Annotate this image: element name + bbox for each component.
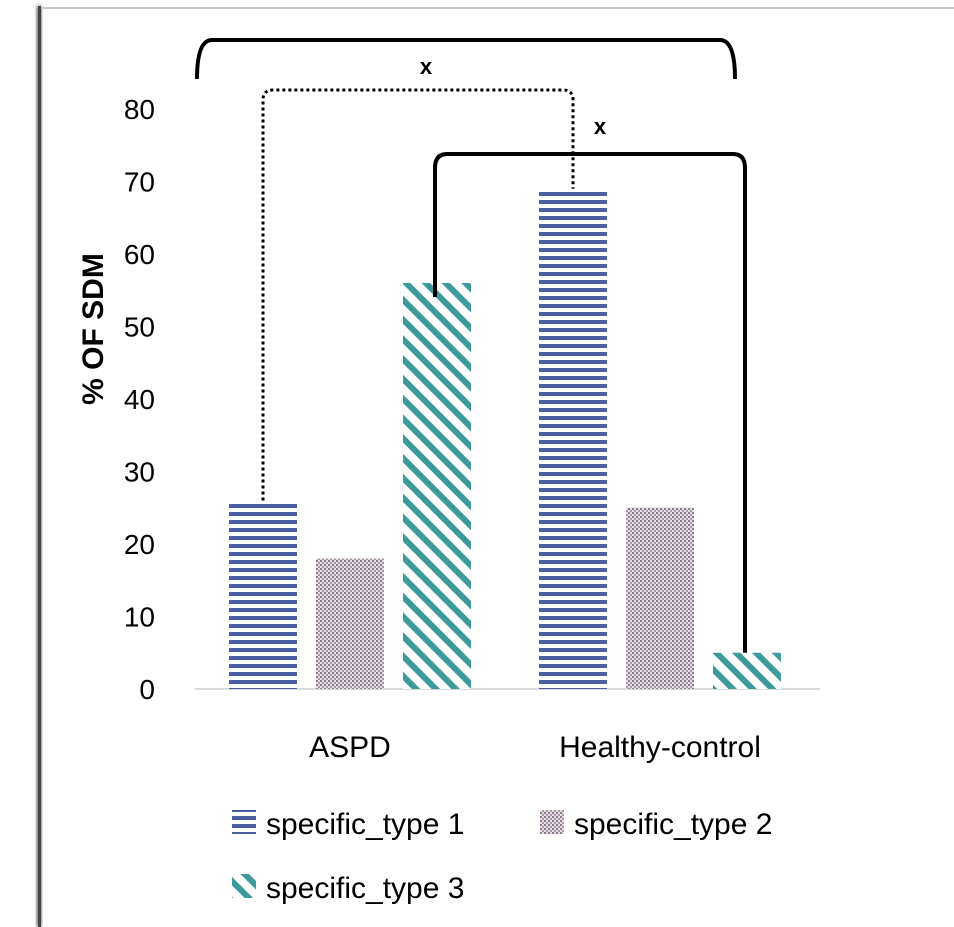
bar xyxy=(626,507,694,689)
y-tick-label: 60 xyxy=(124,239,155,270)
bar xyxy=(713,652,781,689)
bar xyxy=(229,500,297,689)
y-tick-label: 40 xyxy=(124,384,155,415)
y-tick-label: 30 xyxy=(124,457,155,488)
y-tick-label: 70 xyxy=(124,167,155,198)
y-tick-label: 0 xyxy=(139,674,155,705)
legend-swatch xyxy=(540,810,564,834)
legend-swatch xyxy=(232,810,256,834)
bar xyxy=(403,283,471,689)
x-tick-label: ASPD xyxy=(309,731,391,764)
legend-label: specific_type 1 xyxy=(266,808,464,841)
bracket-solid xyxy=(433,152,747,653)
legend-label: specific_type 2 xyxy=(574,808,772,841)
bracket-overall xyxy=(195,38,737,80)
y-tick-label: 80 xyxy=(124,94,155,125)
bar xyxy=(539,188,607,689)
annotation-label: x xyxy=(594,114,607,139)
y-tick-label: 50 xyxy=(124,312,155,343)
y-tick-label: 10 xyxy=(124,602,155,633)
y-axis-label: % OF SDM xyxy=(77,253,110,405)
y-tick-label: 20 xyxy=(124,529,155,560)
annotation-label: x xyxy=(420,54,433,79)
legend-label: specific_type 3 xyxy=(266,872,464,905)
bar xyxy=(316,558,384,689)
legend-swatch xyxy=(232,874,256,898)
frame-border xyxy=(36,6,954,927)
plot-area: 0 10 20 30 40 50 60 70 80 % OF SDM ASPD Healthy-con… xyxy=(77,94,820,764)
significance-annotations: xx xyxy=(195,38,747,653)
legend: specific_type 1 specific_type 2 specific_t… xyxy=(232,808,772,905)
x-tick-label: Healthy-control xyxy=(559,731,761,764)
bracket-dotted xyxy=(261,88,575,501)
